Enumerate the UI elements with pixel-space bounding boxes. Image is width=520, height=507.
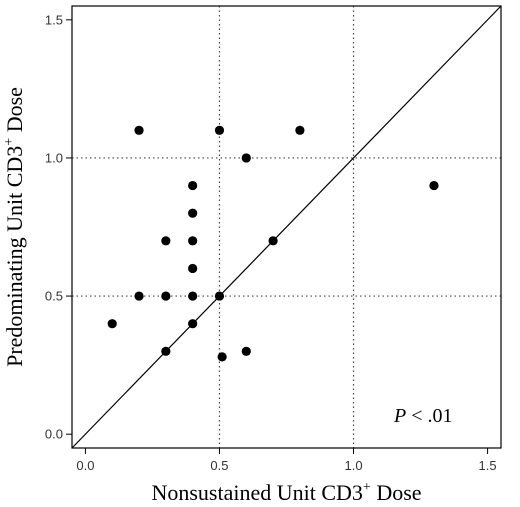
y-tick-label: 0.5	[45, 289, 63, 304]
data-point	[241, 346, 251, 356]
y-tick-label: 0.0	[45, 427, 63, 442]
data-point	[188, 208, 198, 218]
x-tick-label: 0.5	[210, 458, 228, 473]
y-axis-title-superscript: +	[2, 138, 17, 146]
data-point	[188, 319, 198, 329]
data-point	[214, 125, 225, 135]
p-value-symbol: P	[393, 405, 406, 427]
reference-lines	[72, 6, 501, 448]
x-axis-title-superscript: +	[363, 480, 371, 495]
data-point	[241, 153, 251, 163]
data-point	[188, 291, 198, 301]
identity-line	[71, 5, 502, 449]
data-point	[188, 263, 198, 274]
y-axis-title-tail: Dose	[2, 87, 27, 138]
p-value-annotation: P < .01	[393, 405, 453, 427]
data-points	[107, 125, 439, 362]
x-tick-label: 1.0	[344, 458, 362, 473]
data-point	[161, 236, 171, 246]
data-point	[134, 125, 144, 135]
data-point	[429, 180, 439, 191]
data-point	[161, 346, 171, 356]
y-tick-label: 1.0	[45, 150, 63, 165]
x-axis-title-main: Nonsustained Unit CD3	[151, 480, 362, 505]
data-point	[214, 291, 225, 301]
data-point	[107, 319, 117, 329]
data-point	[217, 352, 227, 362]
y-tick-label: 1.5	[45, 12, 63, 27]
y-axis: 0.0 0.5 1.0 1.5	[45, 12, 72, 442]
y-axis-title-main: Predominating Unit CD3	[2, 146, 27, 367]
x-tick-label: 1.5	[479, 458, 497, 473]
data-point	[295, 125, 305, 135]
data-point	[188, 180, 198, 191]
y-axis-title: Predominating Unit CD3+ Dose	[2, 87, 27, 367]
data-point	[188, 236, 198, 246]
p-value-text: < .01	[406, 405, 452, 427]
data-point	[268, 236, 278, 246]
x-axis-title-tail: Dose	[371, 480, 422, 505]
x-axis-title: Nonsustained Unit CD3+ Dose	[151, 480, 421, 505]
data-point	[161, 291, 171, 301]
x-axis: 0.0 0.5 1.0 1.5	[76, 448, 497, 473]
x-tick-label: 0.0	[76, 458, 94, 473]
plot-frame	[71, 5, 502, 449]
data-point	[134, 291, 144, 301]
